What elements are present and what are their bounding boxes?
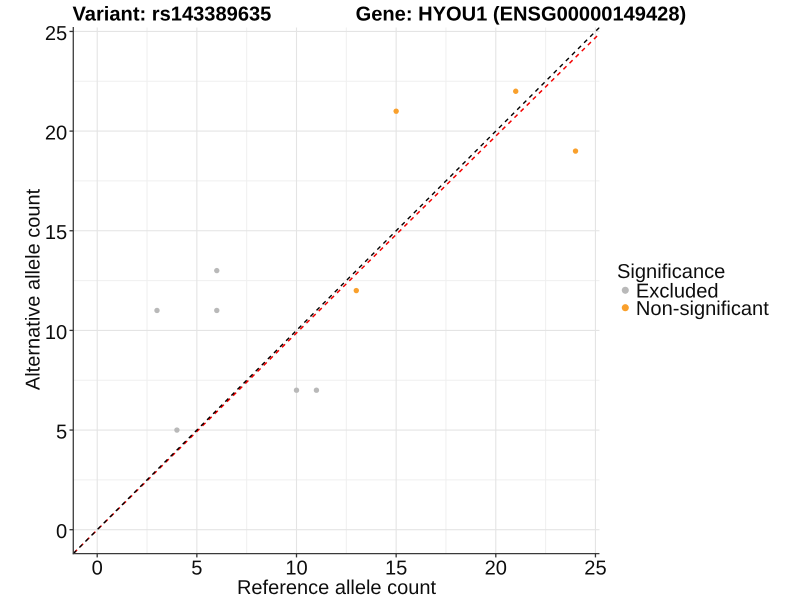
svg-text:Non-significant: Non-significant	[636, 298, 769, 320]
svg-text:Excluded: Excluded	[636, 281, 719, 303]
svg-text:5: 5	[56, 421, 67, 443]
svg-text:15: 15	[385, 557, 407, 579]
svg-text:Gene: HYOU1 (ENSG00000149428): Gene: HYOU1 (ENSG00000149428)	[356, 4, 687, 26]
svg-text:25: 25	[584, 557, 606, 579]
svg-text:0: 0	[56, 521, 67, 543]
svg-text:20: 20	[45, 123, 67, 145]
svg-text:20: 20	[485, 557, 507, 579]
svg-text:Alternative allele count: Alternative allele count	[23, 188, 45, 390]
svg-text:Reference allele count: Reference allele count	[237, 577, 436, 599]
svg-text:Variant: rs143389635: Variant: rs143389635	[73, 4, 272, 26]
svg-text:0: 0	[92, 557, 103, 579]
svg-text:5: 5	[191, 557, 202, 579]
svg-text:25: 25	[45, 23, 67, 45]
svg-text:15: 15	[45, 222, 67, 244]
svg-text:10: 10	[45, 322, 67, 344]
svg-text:Significance: Significance	[617, 261, 725, 283]
svg-text:10: 10	[285, 557, 307, 579]
